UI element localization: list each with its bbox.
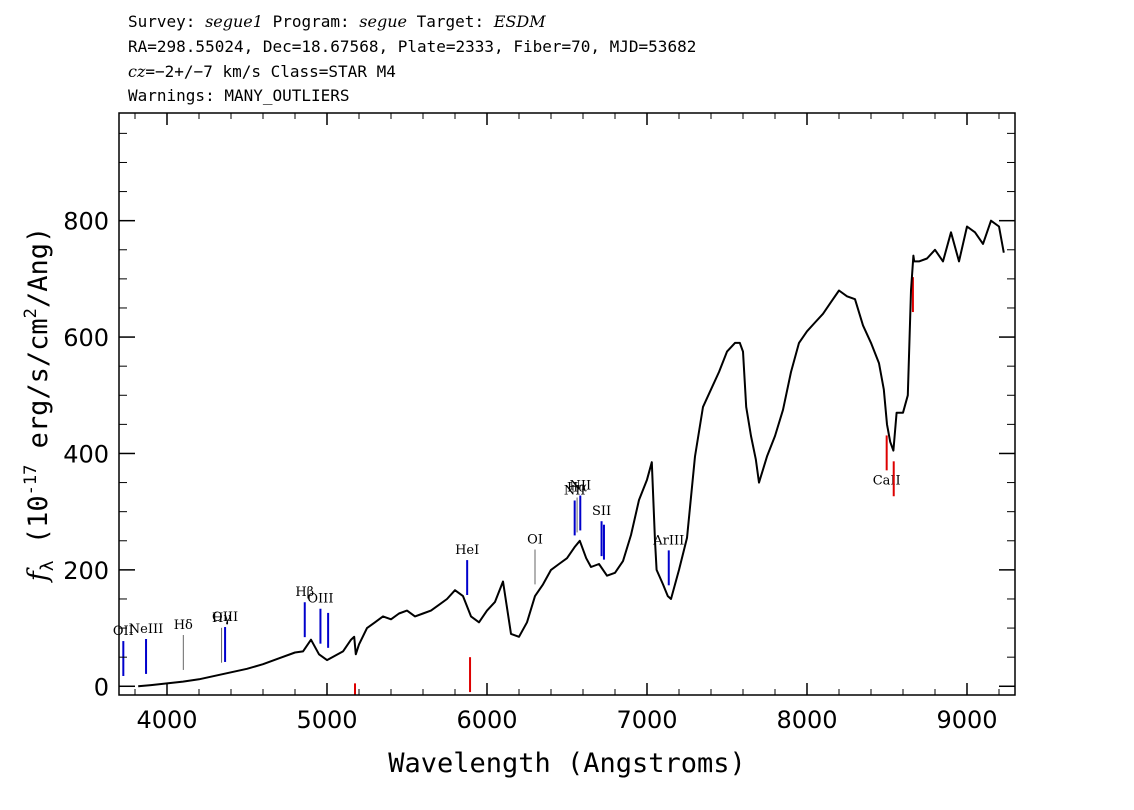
target-label: Target: xyxy=(416,12,485,31)
line-label: OIII xyxy=(212,610,238,625)
line-label: NII xyxy=(569,479,591,494)
cz-value: =−2+/−7 km/s Class=STAR M4 xyxy=(145,62,396,81)
y-axis-f: f xyxy=(23,567,54,583)
x-tick-label: 8000 xyxy=(776,706,837,734)
y-axis-tail: erg/s/cm xyxy=(23,318,54,464)
survey-label: Survey: xyxy=(128,12,196,31)
header-warnings: Warnings: MANY_OUTLIERS xyxy=(128,86,350,105)
y-axis-rest: (10 xyxy=(23,495,54,544)
line-label: HeI xyxy=(455,543,479,558)
line-label: CaII xyxy=(873,473,901,488)
line-label: Hγ xyxy=(212,611,231,626)
plot-frame xyxy=(118,112,1016,696)
line-label: OI xyxy=(527,533,543,548)
y-tick-label: 600 xyxy=(63,324,109,352)
line-label: NII xyxy=(564,483,586,498)
x-tick-label: 6000 xyxy=(456,706,517,734)
line-label: Hδ xyxy=(174,618,193,633)
survey-value: segue1 xyxy=(205,12,263,31)
spectrum-line xyxy=(138,219,1005,688)
y-axis-sub: λ xyxy=(37,560,58,571)
line-label: Hα xyxy=(567,481,587,496)
x-tick-label: 5000 xyxy=(296,706,357,734)
program-label: Program: xyxy=(272,12,350,31)
y-tick-label: 0 xyxy=(94,673,109,701)
x-tick-label: 4000 xyxy=(136,706,197,734)
line-label: SII xyxy=(592,504,611,519)
y-axis-end: /Ang) xyxy=(23,227,54,308)
line-label: NeIII xyxy=(129,622,163,637)
y-tick-label: 800 xyxy=(63,208,109,236)
line-label: OII xyxy=(113,624,134,639)
y-axis-title: fλ (10-17 erg/s/cm2/Ang) xyxy=(21,227,58,583)
header-line-3: cz=−2+/−7 km/s Class=STAR M4 xyxy=(128,62,396,81)
y-tick-label: 400 xyxy=(63,440,109,468)
x-tick-label: 9000 xyxy=(936,706,997,734)
line-label: Hβ xyxy=(295,585,314,600)
cz-label: cz xyxy=(128,62,146,81)
y-axis-exp: -17 xyxy=(21,465,41,496)
line-label: OIII xyxy=(307,592,333,607)
x-axis-title: Wavelength (Angstroms) xyxy=(388,748,746,779)
program-value: segue xyxy=(359,12,407,31)
x-tick-label: 7000 xyxy=(616,706,677,734)
axis-ticks: 4000 5000 6000 7000 8000 9000 0 200 400 600 800 xyxy=(63,113,1015,734)
y-axis-exp2: 2 xyxy=(21,308,41,318)
target-value: ESDM xyxy=(493,12,546,31)
header-line-2: RA=298.55024, Dec=18.67568, Plate=2333, … xyxy=(128,37,697,56)
line-label: ArIII xyxy=(652,533,684,548)
header-line-1: Survey: segue1 Program: segue Target: ES… xyxy=(128,12,546,31)
y-tick-label: 200 xyxy=(63,557,109,585)
